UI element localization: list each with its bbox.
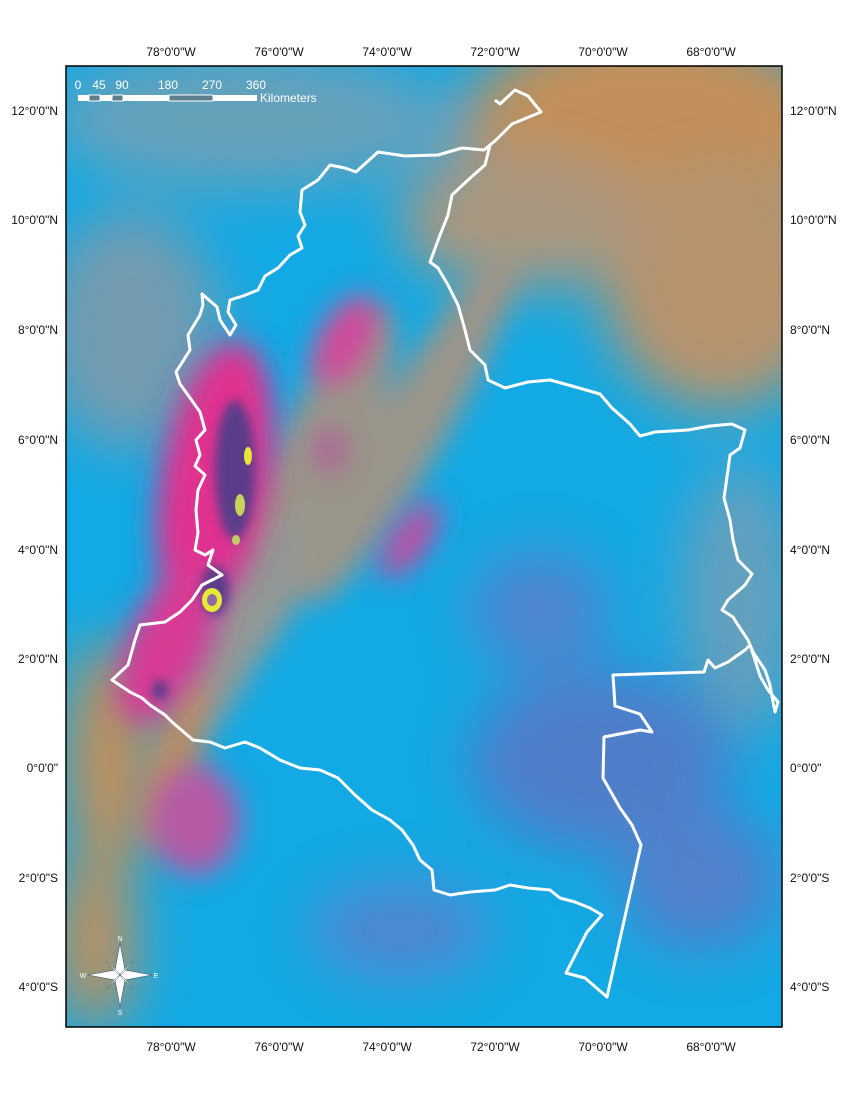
lat-label: 6°0'0"N [790, 433, 830, 447]
lat-label: 4°0'0"S [790, 980, 829, 994]
lat-label: 4°0'0"N [18, 543, 58, 557]
high-anomaly-spots [202, 447, 252, 612]
lon-label: 76°0'0"W [254, 1040, 304, 1054]
scale-tick-label: 0 [75, 78, 82, 92]
lat-label: 6°0'0"N [18, 433, 58, 447]
lon-label: 70°0'0"W [578, 45, 628, 59]
right-latitude-labels: 12°0'0"N 10°0'0"N 8°0'0"N 6°0'0"N 4°0'0"… [790, 104, 837, 994]
lon-label: 76°0'0"W [254, 45, 304, 59]
lat-label: 2°0'0"N [18, 652, 58, 666]
lat-label: 2°0'0"N [790, 652, 830, 666]
lat-label: 2°0'0"S [19, 871, 58, 885]
scale-tick-label: 360 [246, 78, 266, 92]
lon-label: 68°0'0"W [686, 45, 736, 59]
lat-label: 10°0'0"N [11, 213, 58, 227]
left-latitude-labels: 12°0'0"N 10°0'0"N 8°0'0"N 6°0'0"N 4°0'0"… [11, 104, 58, 994]
scale-tick-label: 270 [202, 78, 222, 92]
compass-rose-icon: N S E W [80, 936, 159, 1017]
lon-label: 72°0'0"W [470, 1040, 520, 1054]
scale-bar: 0 45 90 180 270 360 Kilometers [75, 78, 317, 105]
lon-label: 70°0'0"W [578, 1040, 628, 1054]
lat-label: 0°0'0" [27, 761, 58, 775]
lat-label: 12°0'0"N [790, 104, 837, 118]
scale-unit-label: Kilometers [260, 91, 317, 105]
lon-label: 78°0'0"W [146, 45, 196, 59]
lat-label: 4°0'0"N [790, 543, 830, 557]
lon-label: 72°0'0"W [470, 45, 520, 59]
lat-label: 12°0'0"N [11, 104, 58, 118]
compass-east-label: E [154, 973, 159, 980]
lat-label: 8°0'0"N [790, 323, 830, 337]
map-frame [65, 65, 783, 1028]
lon-label: 74°0'0"W [362, 1040, 412, 1054]
top-longitude-labels: 78°0'0"W 76°0'0"W 74°0'0"W 72°0'0"W 70°0… [146, 45, 736, 59]
lat-label: 8°0'0"N [18, 323, 58, 337]
scale-tick-label: 180 [158, 78, 178, 92]
scale-tick-label: 45 [92, 78, 106, 92]
compass-north-label: N [117, 936, 122, 943]
lon-label: 74°0'0"W [362, 45, 412, 59]
lat-label: 10°0'0"N [790, 213, 837, 227]
gravity-anomaly-raster [66, 66, 782, 1027]
compass-west-label: W [80, 973, 87, 980]
scale-tick-label: 90 [115, 78, 129, 92]
lat-label: 2°0'0"S [790, 871, 829, 885]
lon-label: 78°0'0"W [146, 1040, 196, 1054]
lat-label: 0°0'0" [790, 761, 821, 775]
country-boundary [110, 88, 780, 999]
bottom-longitude-labels: 78°0'0"W 76°0'0"W 74°0'0"W 72°0'0"W 70°0… [146, 1040, 736, 1054]
lat-label: 4°0'0"S [19, 980, 58, 994]
lon-label: 68°0'0"W [686, 1040, 736, 1054]
compass-south-label: S [118, 1010, 123, 1017]
